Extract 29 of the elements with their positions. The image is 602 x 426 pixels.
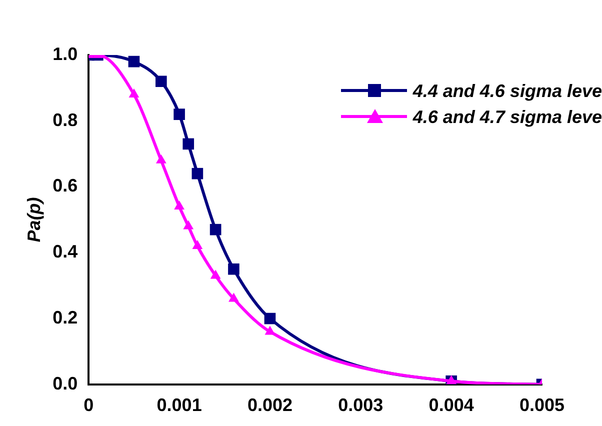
x-tick-label: 0 xyxy=(84,395,94,416)
legend-label: 4.4 and 4.6 sigma leve xyxy=(412,80,602,102)
point xyxy=(228,263,240,275)
y-axis-title: Pa(p) xyxy=(24,197,44,242)
point xyxy=(228,292,239,302)
x-tick-label: 0.005 xyxy=(519,395,565,416)
point xyxy=(174,108,185,120)
point xyxy=(174,200,184,210)
point xyxy=(128,56,140,68)
point xyxy=(182,138,194,150)
point xyxy=(156,76,167,88)
x-tick-label: 0.004 xyxy=(428,395,474,416)
y-tick-label: 0.2 xyxy=(52,307,78,328)
point xyxy=(210,270,221,279)
y-tick-label: 1.0 xyxy=(52,44,78,64)
x-tick-label: 0.001 xyxy=(156,395,202,416)
point xyxy=(156,154,166,164)
y-tick-label: 0.4 xyxy=(52,242,78,262)
point xyxy=(210,224,222,236)
x-tick-label: 0.002 xyxy=(247,395,292,416)
y-tick-label: 0.6 xyxy=(52,176,78,196)
point xyxy=(192,240,203,250)
x-tick-label: 0.003 xyxy=(338,395,384,416)
point xyxy=(264,326,276,335)
legend-label: 4.6 and 4.7 sigma leve xyxy=(412,106,602,128)
y-tick-label: 0.0 xyxy=(52,373,78,394)
point xyxy=(192,168,204,180)
point xyxy=(183,220,194,230)
y-tick-label: 0.8 xyxy=(52,110,78,130)
